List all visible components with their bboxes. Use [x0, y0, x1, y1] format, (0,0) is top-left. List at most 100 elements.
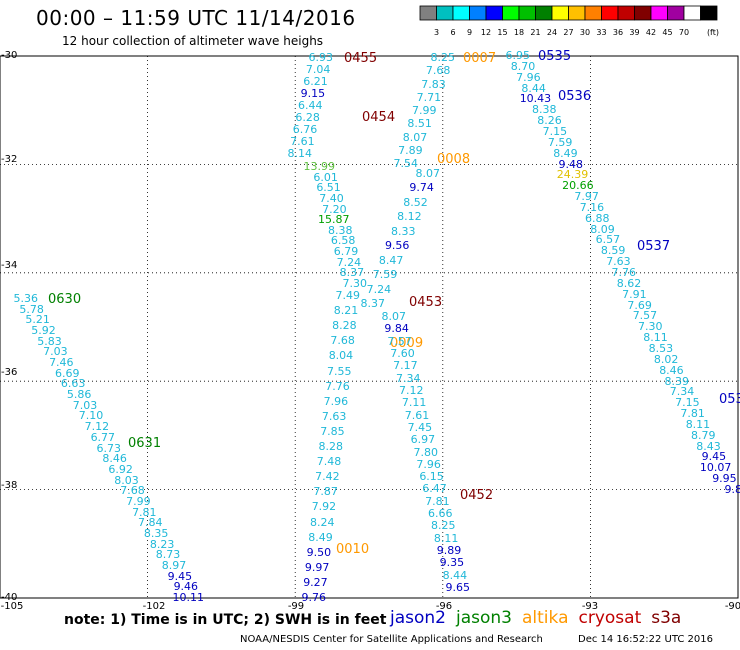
- map-frame: [0, 55, 739, 599]
- wave-height-value: 7.76: [611, 266, 637, 279]
- wave-height-value: 9.48: [558, 157, 584, 171]
- wave-height-value: 9.56: [384, 239, 410, 253]
- wave-height-value: 7.24: [366, 282, 392, 296]
- wave-height-value: 7.12: [398, 383, 424, 397]
- wave-height-value: 7.34: [396, 371, 421, 385]
- wave-height-value: 8.51: [407, 117, 432, 131]
- scale-tick-label: 27: [563, 28, 573, 37]
- footer-note: note: 1) Time is in UTC; 2) SWH is in fe…: [64, 612, 387, 628]
- lat-tick-label: -32: [1, 154, 18, 165]
- wave-height-value: 7.96: [516, 70, 541, 84]
- wave-height-value: 6.58: [330, 234, 356, 248]
- wave-height-value: 7.92: [311, 500, 337, 514]
- wave-height-value: 6.95: [505, 49, 531, 62]
- wave-height-value: 6.76: [292, 123, 318, 136]
- satellite-legend: jason2 jason3 altika cryosat s3a: [390, 608, 691, 628]
- scale-tick-label: 12: [481, 28, 491, 37]
- wave-height-value: 8.28: [318, 440, 344, 453]
- wave-height-value: 8.12: [397, 210, 422, 224]
- pass-time-label: 0010: [336, 542, 370, 557]
- lon-tick-label: -93: [581, 601, 599, 612]
- wave-height-value: 8.73: [155, 548, 181, 562]
- wave-height-value: 7.89: [398, 143, 423, 157]
- wave-height-value: 7.63: [321, 409, 347, 423]
- wave-height-value: 7.76: [325, 379, 350, 393]
- wave-height-value: 7.04: [305, 63, 331, 76]
- wave-height-value: 8.07: [402, 130, 428, 144]
- wave-height-value: 8.23: [149, 537, 175, 551]
- wave-height-value: 8.28: [332, 319, 357, 333]
- wave-height-value: 6.66: [428, 507, 453, 521]
- wave-height-value: 20.66: [562, 179, 594, 193]
- credit-date: Dec 14 16:52:22 UTC 2016: [578, 634, 713, 645]
- wave-height-value: 7.20: [322, 202, 347, 216]
- wave-height-value: 8.44: [442, 568, 468, 582]
- wave-height-value: 8.43: [696, 439, 721, 453]
- lat-tick-label: -36: [1, 367, 18, 378]
- wave-height-value: 7.45: [407, 420, 433, 434]
- wave-height-value: 8.49: [308, 530, 333, 544]
- pass-time-label: 0008: [437, 152, 471, 167]
- wave-height-value: 8.11: [433, 531, 459, 545]
- wave-height-value: 6.44: [298, 99, 323, 112]
- wave-height-value: 9.45: [701, 450, 727, 464]
- wave-height-value: 7.85: [320, 424, 345, 438]
- wave-height-value: 7.03: [72, 398, 98, 412]
- wave-height-value: 6.57: [595, 233, 621, 247]
- scale-tick-label: 30: [580, 28, 590, 37]
- scale-tick-label: 15: [497, 28, 507, 37]
- wave-height-value: 7.30: [342, 277, 368, 290]
- wave-height-value: 7.97: [574, 190, 599, 204]
- wave-height-value: 7.84: [138, 516, 163, 530]
- wave-height-value: 7.48: [316, 455, 342, 469]
- wave-height-value: 9.50: [306, 545, 332, 559]
- wave-height-value: 8.35: [143, 526, 169, 540]
- lon-tick-label: -102: [142, 601, 166, 612]
- wave-height-value: 9.74: [409, 181, 434, 195]
- wave-height-value: 5.92: [31, 324, 56, 338]
- pass-time-label: 0455: [344, 51, 378, 66]
- wave-height-value: 6.93: [308, 51, 334, 64]
- wave-height-value: 7.11: [401, 396, 427, 410]
- wave-height-value: 6.69: [55, 366, 80, 380]
- wave-height-value: 8.37: [360, 297, 386, 310]
- wave-height-value: 6.97: [410, 433, 436, 447]
- wave-height-value: 7.96: [416, 457, 441, 471]
- wave-height-value: 7.34: [669, 385, 695, 399]
- wave-height-value: 7.12: [84, 420, 110, 434]
- wave-height-value: 8.11: [643, 331, 668, 345]
- satellite-legend-item: altika: [522, 608, 569, 628]
- wave-height-value: 7.24: [336, 255, 362, 269]
- wave-height-value: 9.84: [384, 322, 409, 336]
- wave-height-value: 7.10: [78, 409, 104, 423]
- scale-tick-label: 21: [530, 28, 540, 37]
- wave-height-value: 10.11: [172, 591, 205, 604]
- wave-height-value: 9.27: [303, 575, 328, 589]
- scale-tick-label: 3: [434, 28, 439, 37]
- wave-height-value: 10.43: [519, 92, 552, 106]
- wave-height-value: 5.86: [66, 388, 92, 402]
- wave-height-value: 8.33: [391, 224, 416, 238]
- wave-height-value: 9.46: [173, 580, 199, 594]
- wave-height-value: 7.15: [542, 124, 568, 138]
- wave-height-value: 7.49: [335, 289, 361, 302]
- satellite-legend-item: s3a: [651, 608, 682, 628]
- wave-height-value: 7.81: [680, 407, 705, 421]
- wave-height-value: 8.25: [430, 51, 456, 64]
- lon-tick-label: -105: [0, 601, 24, 612]
- wave-height-value: 10.07: [699, 461, 732, 475]
- wave-height-value: 7.17: [393, 359, 418, 373]
- wave-height-value: 6.92: [108, 462, 133, 476]
- wave-height-value: 8.39: [664, 374, 690, 388]
- scale-tick-label: 33: [596, 28, 606, 37]
- wave-height-value: 8.46: [659, 363, 684, 377]
- wave-height-value: 7.61: [290, 135, 315, 148]
- wave-height-value: 8.79: [691, 428, 716, 442]
- wave-height-value: 8.62: [616, 276, 642, 290]
- wave-height-value: 9.65: [445, 581, 471, 594]
- wave-height-color-scale: 3 6 9 12 15 18 21 24 27 30 33 36 39 42 45 70 (ft): [419, 5, 719, 37]
- wave-height-value: 8.38: [532, 103, 557, 117]
- pass-time-label: 0452: [460, 488, 494, 503]
- wave-height-value: 8.24: [310, 515, 335, 529]
